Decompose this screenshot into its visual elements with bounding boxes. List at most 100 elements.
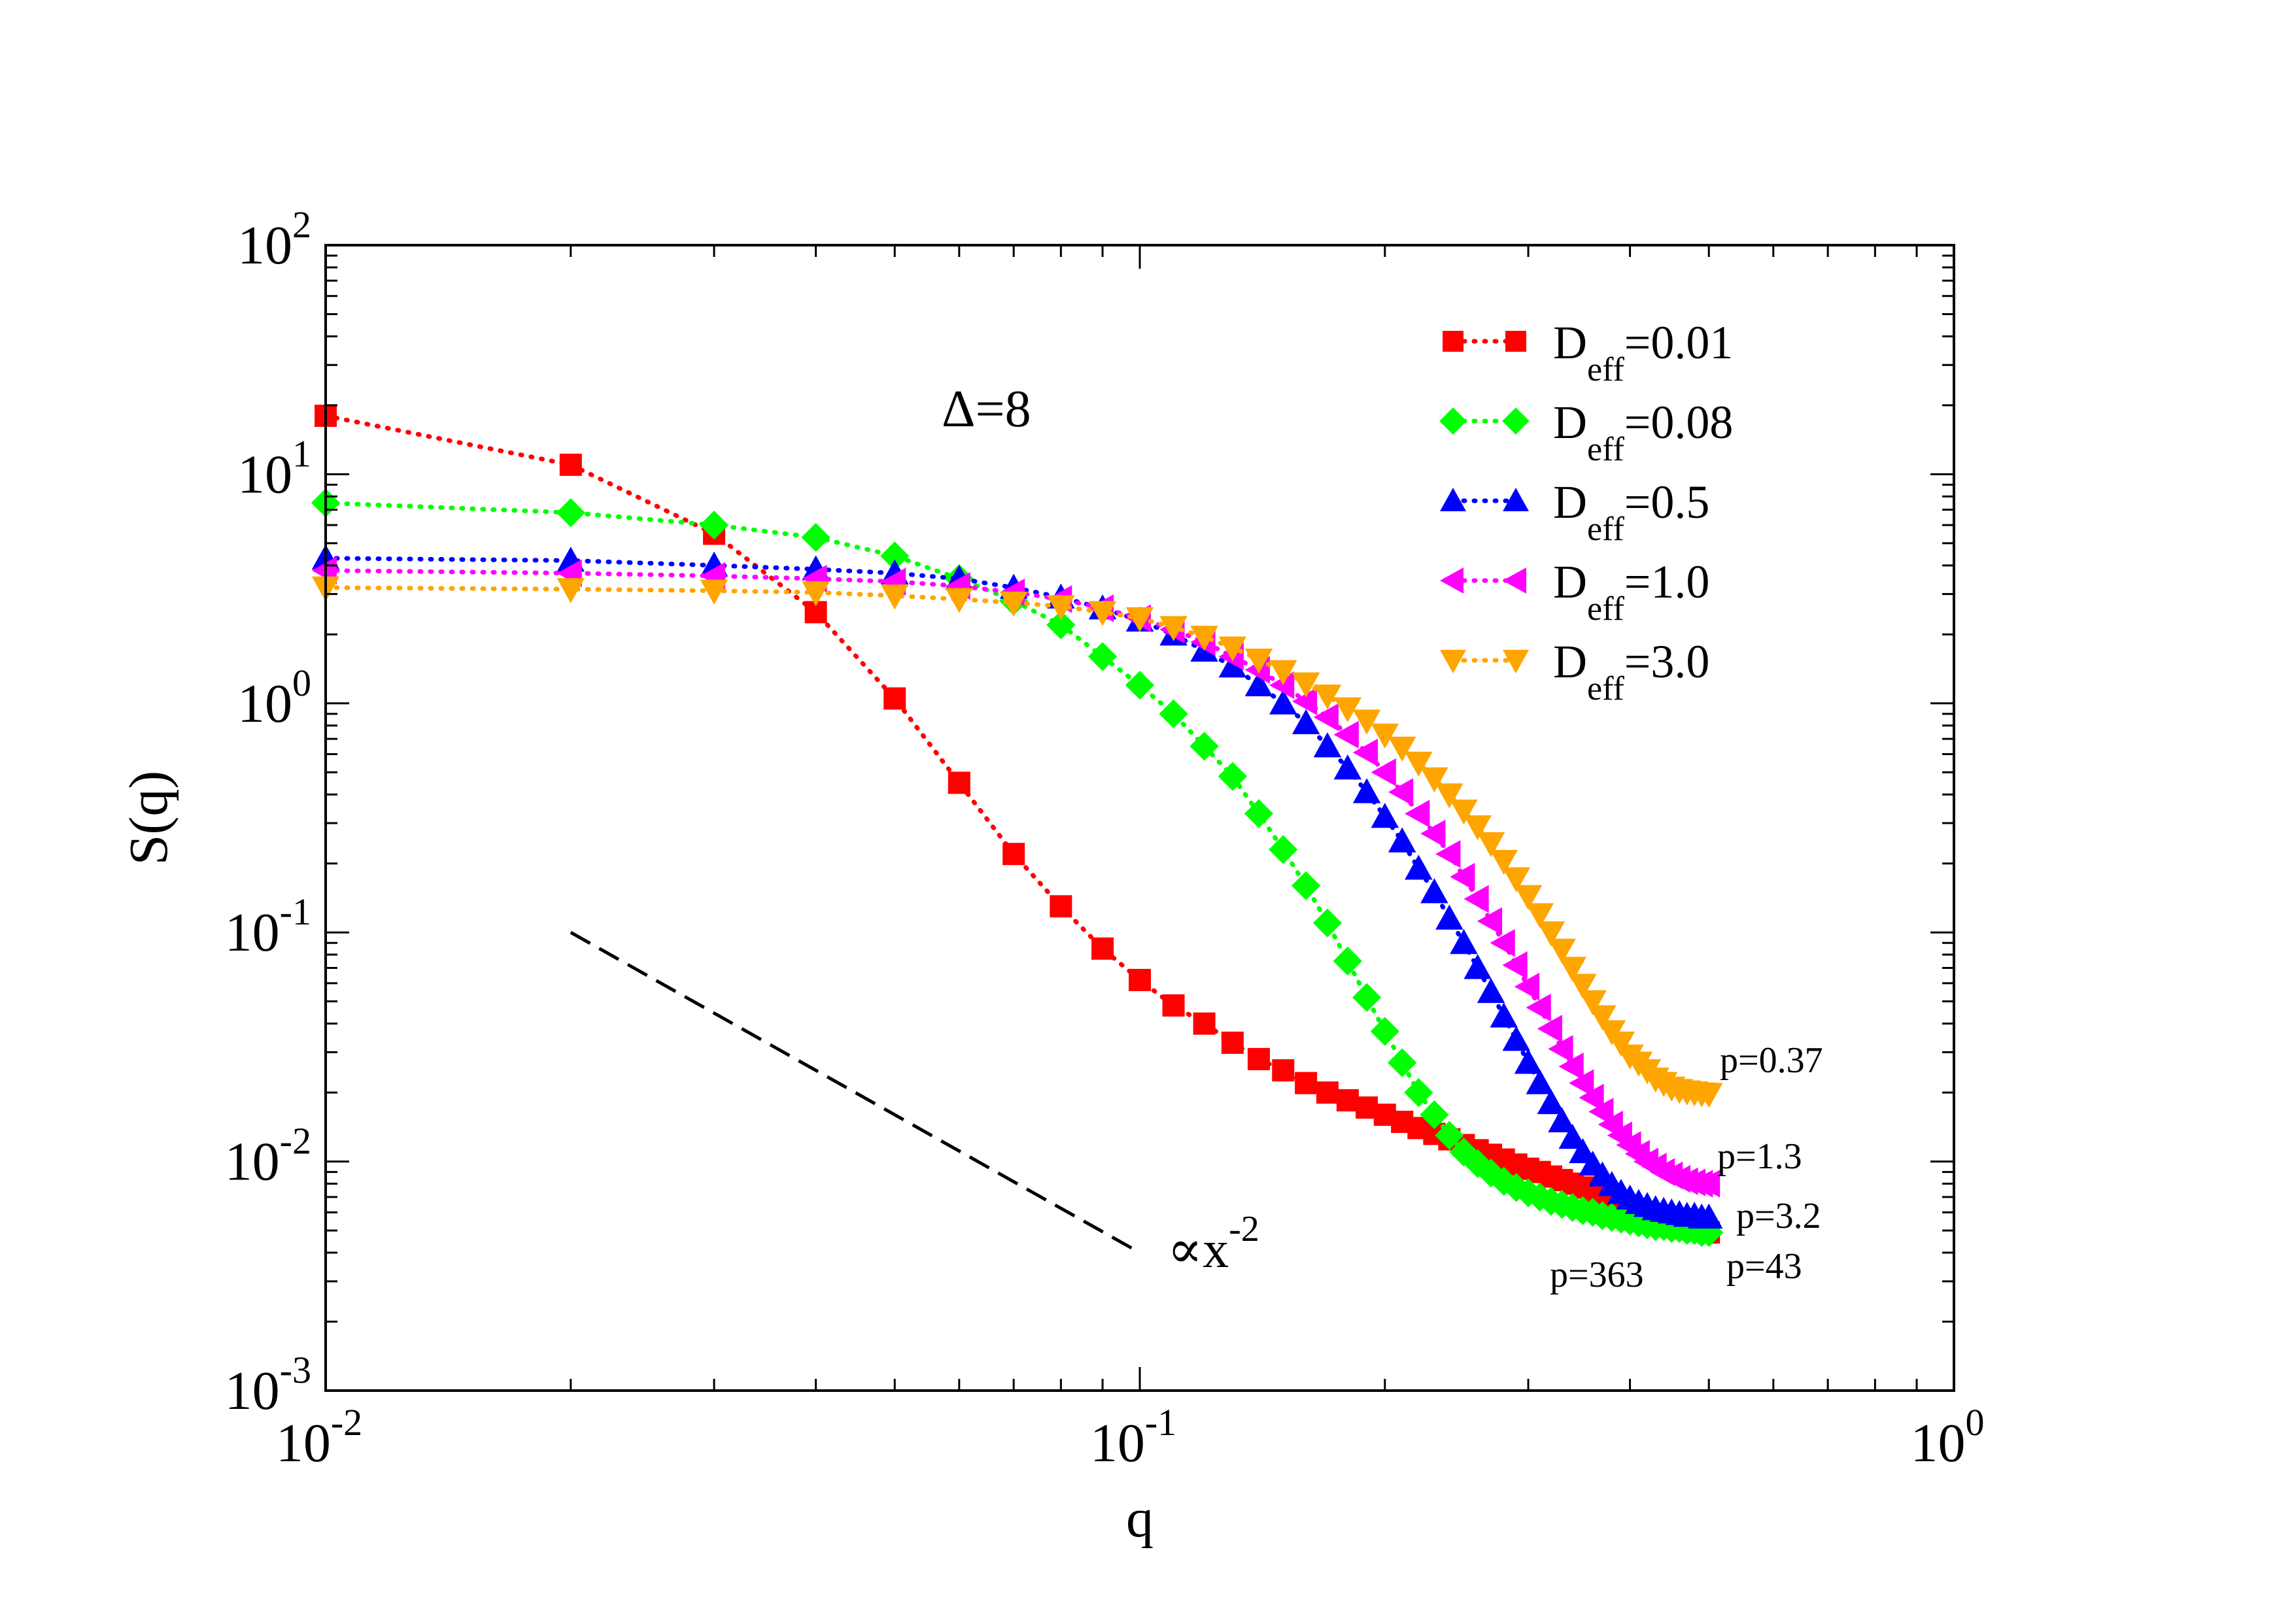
data-point-0-17	[1336, 1089, 1359, 1111]
y-tick-label-4: 101	[237, 432, 311, 505]
data-point-1-16	[1312, 908, 1343, 938]
reference-line-layer	[570, 931, 1141, 1255]
data-point-2-25	[1464, 954, 1492, 979]
data-point-4-34	[1569, 973, 1597, 999]
legend-entry-3: Deff=1.0	[1440, 556, 1709, 628]
data-point-3-14	[1269, 671, 1295, 700]
data-point-3-30	[1526, 993, 1551, 1022]
data-point-3-22	[1420, 819, 1446, 848]
data-point-3-31	[1537, 1015, 1562, 1043]
data-point-3-36	[1588, 1098, 1614, 1126]
p-label-0: p=0.37	[1720, 1040, 1823, 1081]
y-tick-label-2: 10-1	[225, 890, 311, 963]
data-point-4-15	[1292, 672, 1320, 698]
data-point-3-32	[1548, 1035, 1573, 1063]
data-point-4-25	[1464, 815, 1492, 841]
data-point-0-1	[559, 453, 582, 476]
y-tick-label-3: 100	[237, 662, 311, 734]
data-point-2-20	[1388, 827, 1416, 853]
data-point-1-1	[556, 498, 585, 528]
data-point-1-29	[1513, 1178, 1543, 1208]
data-point-1-2	[699, 511, 729, 540]
ticks-layer	[324, 244, 1955, 1392]
data-point-0-15	[1295, 1072, 1318, 1094]
legend-marker-left-2	[1440, 488, 1466, 511]
p-label-4: p=363	[1550, 1255, 1644, 1295]
x-tick-label-0: 10-2	[276, 1401, 362, 1474]
data-point-4-16	[1313, 685, 1342, 710]
data-point-4-10	[1159, 616, 1188, 641]
data-point-4-28	[1502, 867, 1530, 892]
data-point-4-49	[1694, 1083, 1723, 1108]
legend-entry-0: Deff=0.01	[1443, 316, 1733, 388]
data-point-4-18	[1352, 709, 1381, 735]
data-point-2-19	[1371, 802, 1399, 828]
data-point-4-33	[1558, 956, 1586, 982]
data-point-4-19	[1371, 723, 1399, 749]
data-point-1-14	[1269, 835, 1298, 864]
y-tick-label-5: 102	[237, 203, 311, 276]
data-point-2-23	[1435, 904, 1464, 930]
y-tick-label-0: 10-3	[225, 1349, 311, 1421]
data-point-1-13	[1244, 799, 1274, 828]
data-point-4-29	[1514, 885, 1543, 910]
data-point-3-29	[1514, 972, 1540, 1001]
data-point-3-24	[1450, 862, 1475, 891]
data-point-2-31	[1537, 1089, 1566, 1115]
series-4	[311, 576, 1723, 1108]
data-point-0-14	[1272, 1059, 1295, 1082]
y-tick-label-1: 10-2	[225, 1120, 311, 1193]
legend-entry-1: Deff=0.08	[1439, 396, 1733, 468]
data-point-1-7	[1046, 610, 1076, 639]
data-point-4-38	[1607, 1031, 1635, 1057]
data-point-2-29	[1514, 1049, 1543, 1074]
data-point-4-14	[1269, 660, 1297, 686]
data-point-1-10	[1159, 699, 1188, 728]
legend-marker-left-4	[1440, 650, 1466, 673]
legend-marker-right-4	[1503, 650, 1529, 673]
data-point-3-28	[1502, 951, 1528, 979]
data-point-4-36	[1588, 1005, 1617, 1030]
data-point-4-12	[1218, 636, 1247, 662]
legend-marker-left-0	[1443, 331, 1464, 352]
data-point-1-19	[1370, 1017, 1399, 1046]
data-point-3-25	[1464, 885, 1489, 913]
data-point-2-21	[1405, 854, 1433, 880]
data-point-0-7	[1050, 895, 1072, 918]
data-point-1-12	[1218, 762, 1247, 791]
data-point-4-3	[802, 581, 830, 607]
p-label-2: p=3.2	[1736, 1196, 1821, 1236]
data-point-2-17	[1333, 754, 1362, 780]
data-point-2-27	[1490, 1002, 1518, 1028]
data-point-3-34	[1569, 1069, 1594, 1097]
data-point-1-21	[1404, 1078, 1433, 1108]
p-label-1: p=1.3	[1717, 1136, 1802, 1177]
data-point-3-49	[1694, 1170, 1720, 1198]
data-point-0-8	[1091, 937, 1114, 960]
data-point-3-17	[1333, 720, 1359, 749]
data-point-4-24	[1450, 799, 1478, 825]
data-point-2-13	[1244, 671, 1273, 697]
data-point-0-11	[1193, 1012, 1216, 1035]
data-point-3-27	[1490, 928, 1515, 957]
data-point-0-16	[1316, 1081, 1339, 1104]
legend-marker-left-3	[1440, 567, 1464, 594]
data-point-1-20	[1388, 1048, 1417, 1077]
data-point-0-4	[883, 687, 906, 710]
legend-entry-2: Deff=0.5	[1440, 476, 1709, 548]
data-point-2-16	[1313, 732, 1342, 758]
data-point-1-9	[1125, 670, 1155, 700]
data-point-4-13	[1244, 649, 1273, 674]
data-point-0-13	[1247, 1047, 1270, 1070]
data-point-1-15	[1292, 871, 1321, 900]
data-point-0-5	[948, 771, 970, 794]
delta-annotation: Δ=8	[942, 381, 1031, 438]
data-point-4-9	[1125, 607, 1154, 633]
data-point-4-11	[1190, 626, 1218, 651]
data-point-2-24	[1450, 928, 1478, 955]
data-point-4-17	[1333, 697, 1362, 722]
data-point-4-35	[1579, 990, 1607, 1015]
